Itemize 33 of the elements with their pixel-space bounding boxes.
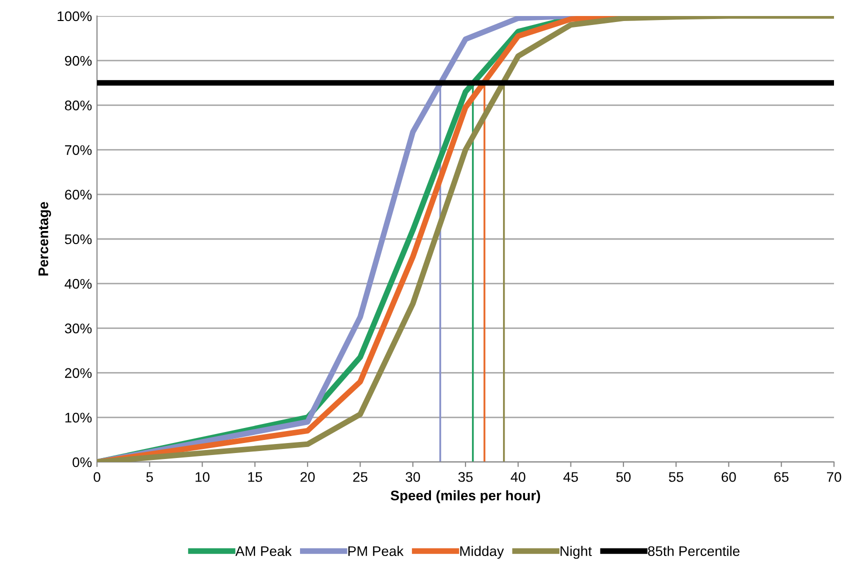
y-tick-label: 90%: [64, 56, 92, 66]
x-axis-title: Speed (miles per hour): [390, 490, 540, 504]
legend-label: AM Peak: [235, 546, 292, 556]
y-tick-label: 10%: [65, 412, 92, 423]
y-tick-label: 50%: [64, 234, 92, 244]
x-tick-label: 10: [196, 472, 210, 482]
x-tick-label: 40: [510, 472, 526, 482]
x-tick-label: 0: [94, 472, 100, 482]
x-tick-label: 25: [353, 472, 368, 482]
y-tick-label: 80%: [64, 100, 92, 110]
y-tick-label: 0%: [72, 457, 92, 468]
legend-label: Night: [560, 546, 592, 559]
y-tick-label: 30%: [64, 324, 92, 334]
y-tick-label: 60%: [65, 190, 92, 200]
x-tick-label: 35: [458, 472, 473, 482]
x-tick-label: 30: [406, 472, 420, 482]
y-tick-label: 20%: [65, 368, 92, 378]
x-tick-label: 50: [616, 472, 631, 482]
y-tick-label: 100%: [58, 11, 92, 22]
x-tick-label: 15: [248, 472, 262, 482]
y-tick-label: 40%: [64, 278, 92, 289]
legend-label: 85th Percentile: [648, 546, 740, 556]
x-tick-label: 60: [722, 472, 736, 482]
legend-label: Midday: [460, 546, 504, 559]
y-axis-title: Percentage: [38, 202, 52, 276]
x-tick-label: 70: [826, 472, 842, 482]
x-tick-label: 20: [300, 472, 315, 482]
legend-label: PM Peak: [348, 546, 404, 556]
x-tick-label: 45: [563, 472, 578, 482]
y-tick-label: 70%: [65, 145, 92, 155]
x-tick-label: 65: [774, 472, 788, 482]
x-tick-label: 5: [146, 472, 153, 482]
x-tick-label: 55: [668, 472, 684, 482]
